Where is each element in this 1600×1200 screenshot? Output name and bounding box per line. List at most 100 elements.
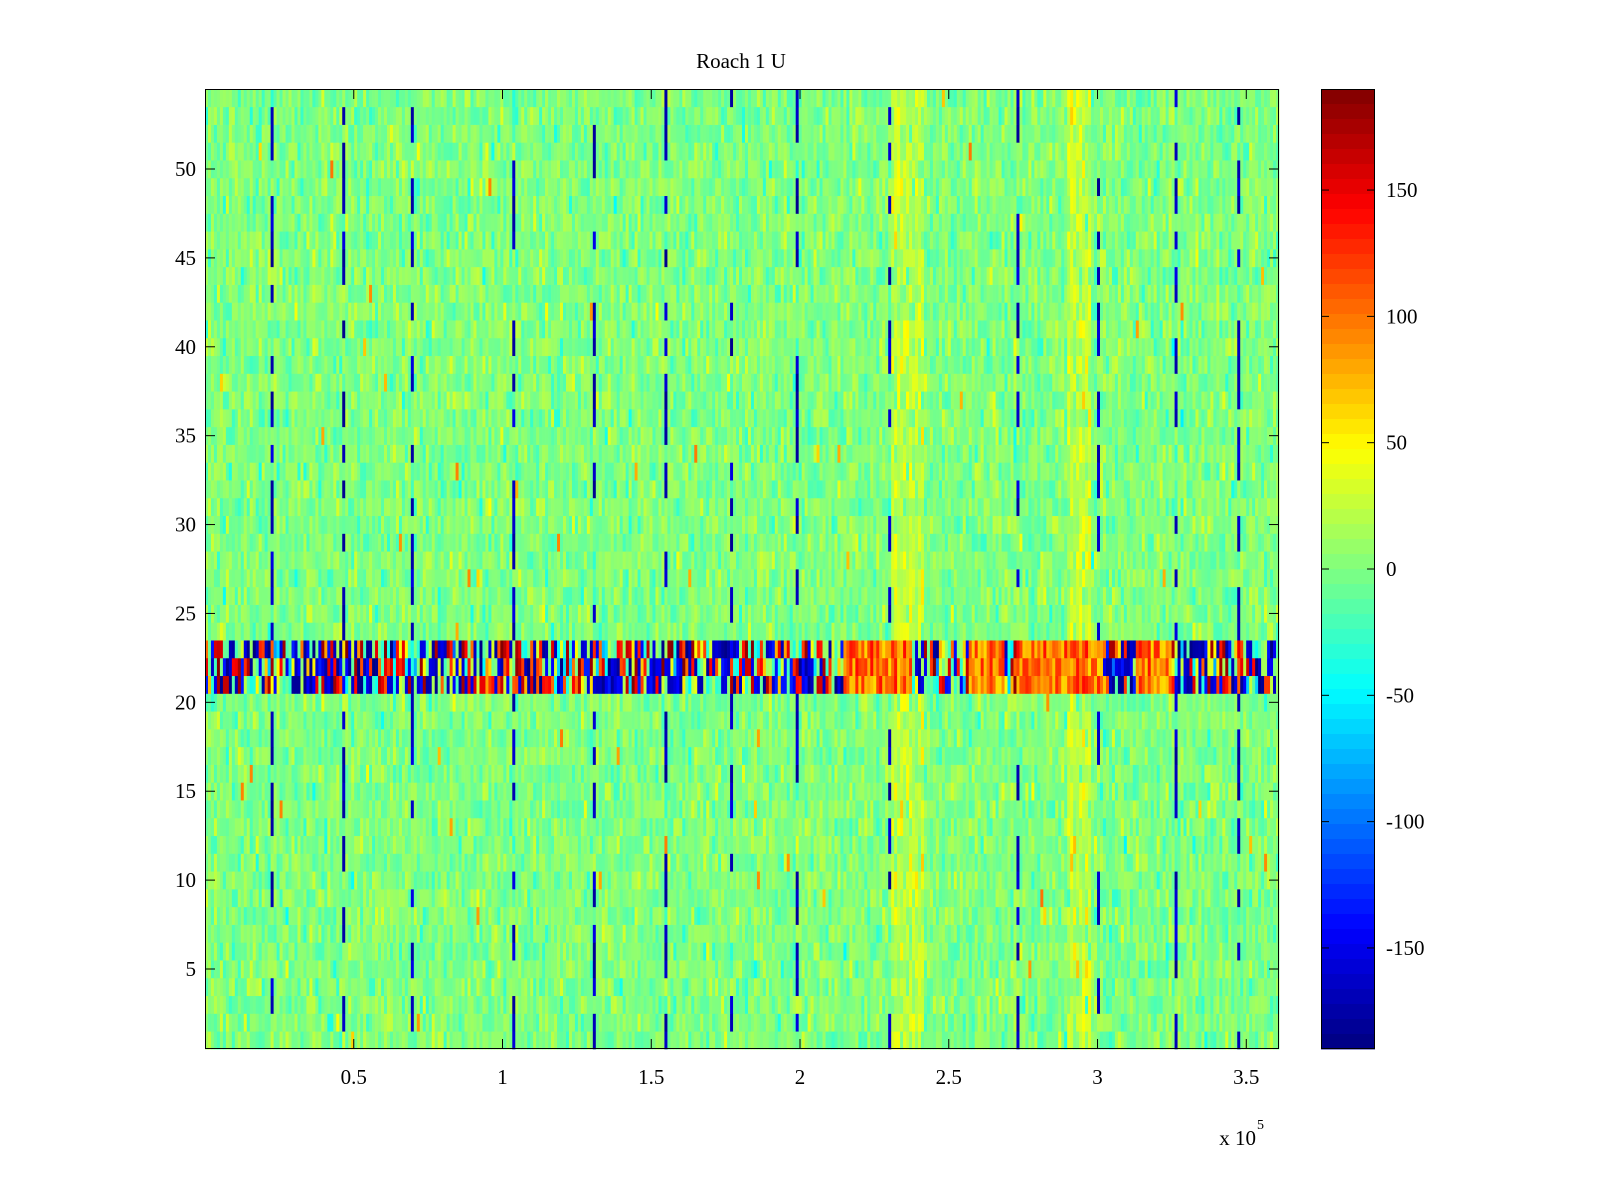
heatmap-cell [667, 835, 671, 854]
heatmap-cell [1076, 995, 1080, 1014]
heatmap-cell [795, 871, 800, 890]
heatmap-cell [1177, 942, 1181, 961]
heatmap-cell [715, 889, 719, 908]
heatmap-cell [279, 1031, 283, 1050]
heatmap-cell [416, 835, 421, 854]
heatmap-cell [595, 977, 600, 997]
heatmap-cell [1034, 924, 1038, 943]
heatmap-cell [225, 1031, 230, 1050]
heatmap-cell [1088, 1031, 1092, 1050]
heatmap-cell [1183, 924, 1187, 943]
heatmap-cell [950, 942, 955, 961]
heatmap-cell [440, 942, 445, 961]
heatmap-cell [947, 960, 952, 979]
heatmap-cell [625, 977, 629, 997]
heatmap-cell [482, 817, 486, 837]
heatmap-cell [267, 995, 271, 1014]
heatmap-cell [1058, 800, 1062, 819]
heatmap-cell [795, 1031, 800, 1050]
heatmap-cell [736, 871, 740, 890]
heatmap-cell [318, 924, 322, 943]
heatmap-cell [795, 942, 800, 961]
heatmap-cell [941, 889, 946, 908]
heatmap-cell [476, 871, 480, 890]
heatmap-cell [682, 889, 686, 908]
heatmap-cell [327, 817, 331, 837]
heatmap-cell [977, 1013, 982, 1032]
heatmap-cell [512, 995, 516, 1014]
heatmap-cell [386, 817, 391, 837]
heatmap-cell [1097, 853, 1101, 872]
heatmap-cell [688, 871, 692, 890]
heatmap-cell [231, 889, 236, 908]
heatmap-cell [1210, 977, 1214, 997]
heatmap-cell [849, 1031, 853, 1050]
heatmap-cell [598, 942, 603, 961]
heatmap-cell [586, 853, 591, 872]
heatmap-cell [539, 835, 543, 854]
heatmap-cell [255, 871, 260, 890]
heatmap-cell [249, 817, 254, 837]
heatmap-cell [682, 995, 686, 1014]
heatmap-cell [213, 942, 218, 961]
heatmap-cell [372, 889, 376, 908]
heatmap-cell [410, 977, 415, 997]
heatmap-cell [640, 960, 644, 979]
heatmap-cell [876, 835, 880, 854]
heatmap-cell [431, 871, 436, 890]
heatmap-cell [1180, 871, 1184, 890]
heatmap-cell [213, 1031, 218, 1050]
heatmap-cell [1234, 960, 1238, 979]
heatmap-cell [545, 960, 549, 979]
heatmap-cell [282, 871, 286, 890]
heatmap-cell [1237, 977, 1241, 997]
heatmap-cell [479, 853, 483, 872]
heatmap-cell [1085, 853, 1089, 872]
heatmap-cell [664, 800, 668, 819]
heatmap-cell [285, 817, 289, 837]
heatmap-cell [640, 853, 644, 872]
heatmap-cell [1123, 835, 1128, 854]
heatmap-cell [1100, 906, 1104, 925]
heatmap-cell [506, 800, 510, 819]
heatmap-cell [595, 1031, 600, 1050]
heatmap-cell [1177, 977, 1181, 997]
heatmap-cell [852, 906, 856, 925]
heatmap-cell [264, 1031, 268, 1050]
heatmap-cell [234, 1031, 239, 1050]
heatmap-cell [473, 871, 477, 890]
heatmap-cell [500, 995, 504, 1014]
heatmap-cell [207, 800, 212, 819]
heatmap-cell [539, 1031, 543, 1050]
heatmap-cell [1192, 1031, 1196, 1050]
heatmap-cell [929, 1031, 934, 1050]
heatmap-cell [679, 800, 683, 819]
heatmap-cell [225, 924, 230, 943]
heatmap-cell [813, 960, 817, 979]
heatmap-cell [637, 835, 641, 854]
heatmap-cell [1183, 853, 1187, 872]
heatmap-cell [628, 924, 632, 943]
heatmap-cell [706, 995, 710, 1014]
heatmap-cell [888, 817, 892, 837]
heatmap-cell [354, 1031, 358, 1050]
heatmap-cell [798, 871, 803, 890]
heatmap-cell [655, 924, 659, 943]
heatmap-cell [315, 1013, 319, 1032]
heatmap-cell [1219, 871, 1223, 890]
heatmap-cell [706, 1031, 710, 1050]
heatmap-cell [270, 924, 274, 943]
heatmap-cell [273, 942, 277, 961]
heatmap-cell [676, 871, 680, 890]
heatmap-cell [318, 871, 322, 890]
heatmap-cell [661, 995, 665, 1014]
heatmap-cell [1064, 835, 1068, 854]
heatmap-cell [885, 995, 889, 1014]
heatmap-cell [694, 853, 698, 872]
heatmap-cell [870, 835, 874, 854]
heatmap-cell [1246, 871, 1250, 890]
heatmap-cell [968, 924, 973, 943]
heatmap-cell [1019, 924, 1023, 943]
heatmap-cell [780, 889, 785, 908]
heatmap-cell [428, 817, 433, 837]
